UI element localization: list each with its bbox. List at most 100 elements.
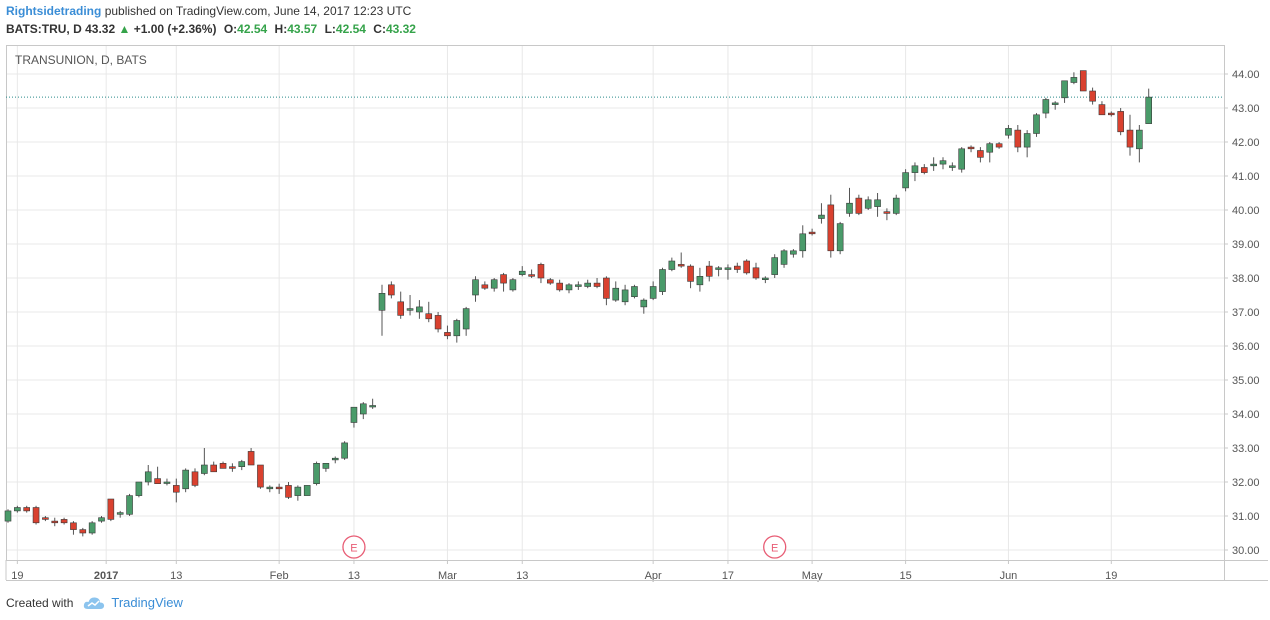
candle[interactable]	[350, 406, 358, 428]
candle[interactable]	[60, 517, 68, 525]
candle[interactable]	[696, 267, 704, 292]
candle[interactable]	[1079, 70, 1087, 92]
candle[interactable]	[1033, 113, 1040, 137]
candle[interactable]	[275, 483, 283, 494]
candle[interactable]	[331, 456, 339, 464]
candle[interactable]	[911, 162, 919, 182]
candle[interactable]	[210, 461, 217, 473]
candle[interactable]	[444, 325, 451, 340]
candle[interactable]	[303, 485, 311, 496]
candle[interactable]	[668, 257, 676, 272]
candle[interactable]	[416, 300, 423, 319]
candlestick-chart[interactable]: TRANSUNION, D, BATS 30.00 31.00 32.00 33.00…	[0, 40, 1270, 585]
candle[interactable]	[930, 157, 937, 171]
candle[interactable]	[406, 295, 414, 316]
candle[interactable]	[98, 516, 105, 523]
candle[interactable]	[378, 284, 386, 336]
candle[interactable]	[453, 318, 461, 343]
candle[interactable]	[191, 468, 199, 488]
candle[interactable]	[481, 281, 489, 290]
candle[interactable]	[322, 462, 330, 472]
candle[interactable]	[762, 276, 769, 284]
candle[interactable]	[752, 262, 760, 280]
candle[interactable]	[902, 169, 909, 192]
candle[interactable]	[687, 264, 694, 289]
candle[interactable]	[790, 249, 797, 258]
candle[interactable]	[1126, 114, 1134, 156]
candle[interactable]	[388, 281, 395, 299]
candle[interactable]	[537, 262, 545, 284]
candle[interactable]	[14, 505, 21, 513]
candle[interactable]	[799, 225, 807, 258]
earnings-marker[interactable]: E	[342, 535, 366, 559]
candle[interactable]	[135, 481, 143, 498]
candle[interactable]	[509, 278, 517, 292]
candle[interactable]	[724, 264, 732, 280]
candle[interactable]	[294, 485, 302, 501]
time-axis[interactable]: 19 2017 13 Feb 13 Mar 13 Apr 17 May 15 Jun 19	[5, 560, 1268, 582]
candle[interactable]	[116, 510, 124, 518]
candle[interactable]	[631, 284, 638, 299]
candle[interactable]	[369, 398, 376, 409]
candle[interactable]	[855, 194, 863, 216]
candle[interactable]	[556, 279, 563, 292]
candle[interactable]	[23, 505, 31, 513]
candle[interactable]	[341, 441, 348, 460]
candle[interactable]	[846, 187, 853, 217]
candle[interactable]	[593, 278, 601, 289]
candle[interactable]	[173, 478, 180, 503]
candle[interactable]	[1023, 130, 1031, 158]
candle[interactable]	[584, 279, 592, 289]
candle[interactable]	[874, 193, 881, 217]
candle[interactable]	[575, 281, 582, 290]
candle[interactable]	[1051, 101, 1059, 110]
candle[interactable]	[883, 208, 891, 221]
candle[interactable]	[967, 145, 975, 153]
candle[interactable]	[1108, 111, 1115, 117]
candle[interactable]	[1117, 108, 1124, 136]
candle[interactable]	[425, 301, 433, 323]
candle[interactable]	[995, 142, 1003, 149]
candle[interactable]	[612, 281, 620, 302]
candle[interactable]	[733, 262, 741, 273]
candle[interactable]	[434, 312, 442, 333]
candle[interactable]	[79, 527, 87, 537]
candle[interactable]	[986, 142, 994, 163]
candle[interactable]	[621, 284, 629, 306]
candle[interactable]	[144, 465, 152, 486]
candle[interactable]	[649, 281, 657, 301]
candle[interactable]	[126, 493, 133, 516]
candle[interactable]	[359, 402, 367, 420]
price-axis[interactable]: 30.00 31.00 32.00 33.00 34.00 35.00 36.00 37.00…	[1224, 69, 1260, 557]
candle[interactable]	[1089, 87, 1096, 105]
candle[interactable]	[771, 254, 779, 278]
candle[interactable]	[603, 276, 610, 306]
author-link[interactable]: Rightsidetrading	[6, 4, 102, 18]
candle[interactable]	[1005, 125, 1012, 139]
candle[interactable]	[518, 266, 526, 277]
candle[interactable]	[1070, 72, 1078, 85]
candle[interactable]	[462, 306, 470, 336]
candle[interactable]	[1014, 125, 1022, 153]
candle[interactable]	[1042, 97, 1050, 119]
candle[interactable]	[1145, 88, 1152, 124]
candle[interactable]	[920, 164, 928, 175]
candle[interactable]	[1136, 125, 1143, 163]
candle[interactable]	[546, 278, 554, 285]
candle[interactable]	[154, 466, 161, 485]
candle[interactable]	[107, 498, 115, 522]
candle[interactable]	[397, 291, 405, 319]
candle[interactable]	[313, 461, 320, 486]
candle[interactable]	[201, 448, 208, 476]
candle[interactable]	[808, 228, 816, 236]
candle[interactable]	[32, 505, 40, 525]
candle[interactable]	[715, 266, 722, 277]
candle[interactable]	[949, 162, 956, 171]
candle[interactable]	[257, 464, 264, 489]
candle[interactable]	[818, 203, 825, 224]
candle[interactable]	[238, 459, 246, 471]
candle[interactable]	[163, 478, 171, 486]
candle[interactable]	[1098, 101, 1106, 116]
candle[interactable]	[266, 485, 274, 493]
